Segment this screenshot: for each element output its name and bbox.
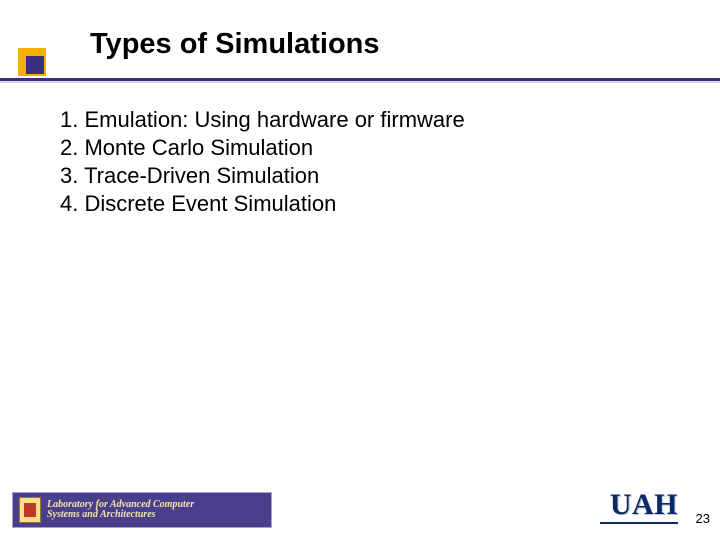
list-item: 1. Emulation: Using hardware or firmware [60,106,465,134]
footer: Laboratory for Advanced Computer Systems… [0,486,720,528]
title-bullet-icon [18,48,46,76]
lab-text: Laboratory for Advanced Computer Systems… [47,500,194,520]
slide-title: Types of Simulations [90,28,380,61]
slide: Types of Simulations 1. Emulation: Using… [0,0,720,540]
list-item: 2. Monte Carlo Simulation [60,134,465,162]
lab-badge: Laboratory for Advanced Computer Systems… [12,492,272,528]
list-item: 3. Trace-Driven Simulation [60,162,465,190]
uah-logo: UAH [610,488,678,522]
uah-logo-underline [600,522,678,524]
body-list: 1. Emulation: Using hardware or firmware… [60,106,465,219]
title-underline [0,78,720,84]
list-item: 4. Discrete Event Simulation [60,190,465,218]
lab-line-2: Systems and Architectures [47,510,194,520]
lab-chip-icon [19,497,41,523]
page-number: 23 [696,511,710,526]
